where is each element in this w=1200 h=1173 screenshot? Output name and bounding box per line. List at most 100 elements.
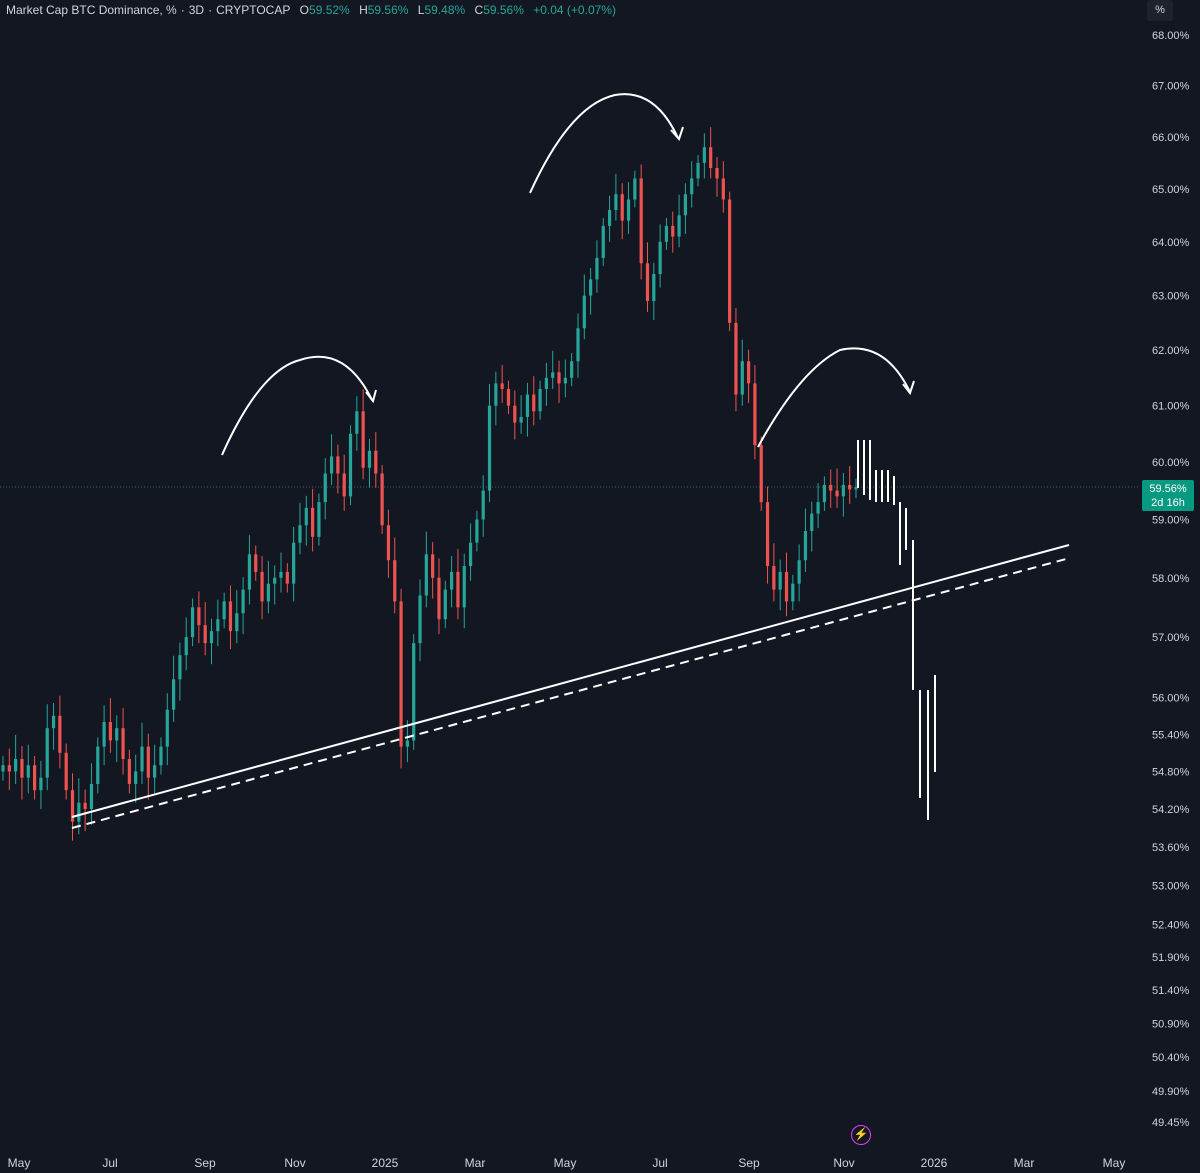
candle (525, 382, 530, 437)
candle (791, 574, 795, 611)
percent-scale-button[interactable]: % (1147, 0, 1173, 21)
candle (178, 642, 182, 701)
candle (494, 371, 498, 426)
candle (854, 478, 858, 499)
y-tick-label: 53.60% (1152, 842, 1190, 854)
candle (576, 313, 580, 378)
candle (273, 565, 277, 605)
arrow-right-shoulder[interactable] (757, 347, 911, 448)
y-tick-label: 64.00% (1152, 237, 1190, 249)
candle (614, 173, 618, 221)
candle (342, 454, 346, 511)
candle (607, 195, 612, 242)
candle (784, 552, 789, 617)
candle (645, 242, 650, 312)
y-tick-label: 52.40% (1152, 919, 1190, 931)
candle (829, 469, 833, 508)
candle (405, 720, 409, 763)
candle (468, 523, 473, 581)
candle (532, 376, 536, 426)
projected-bars[interactable] (857, 440, 936, 820)
candle (146, 733, 150, 800)
price-axis[interactable]: 68.00% 67.00% 66.00% 65.00% 64.00% 63.00% 62.0… (1152, 30, 1190, 1129)
candle (658, 224, 662, 288)
y-tick-label: 49.45% (1152, 1117, 1190, 1129)
candle (89, 763, 94, 825)
candle (450, 556, 454, 608)
candle (551, 350, 555, 389)
y-tick-label: 59.00% (1152, 514, 1190, 526)
y-tick-label: 51.90% (1152, 952, 1190, 964)
candle (696, 155, 700, 187)
candles-group (1, 127, 858, 841)
arrowhead-right-shoulder (902, 380, 915, 396)
x-tick-label: Sep (738, 1156, 760, 1170)
candle (500, 365, 504, 403)
interval-label[interactable]: 3D (188, 3, 205, 17)
candle (235, 590, 239, 644)
candle (172, 655, 176, 722)
candle (254, 545, 258, 581)
y-tick-label: 68.00% (1152, 30, 1190, 42)
y-tick-label: 53.00% (1152, 880, 1190, 892)
candle (209, 618, 214, 665)
candle (153, 744, 157, 794)
candle (96, 737, 100, 794)
candle (228, 585, 233, 650)
candle (746, 349, 751, 403)
candle (506, 380, 511, 415)
arrow-left-shoulder[interactable] (221, 355, 373, 456)
candle (323, 458, 327, 520)
time-axis[interactable]: May Jul Sep Nov 2025 Mar May Jul Sep Nov 2026 Mar Ma… (8, 1156, 1126, 1170)
candle (702, 133, 706, 179)
candle (683, 183, 687, 234)
change-value: +0.04 (+0.07%) (533, 3, 616, 17)
lightning-bolt-icon[interactable]: ⚡ (851, 1125, 871, 1145)
candle (20, 746, 24, 800)
candle (140, 722, 144, 784)
candle (418, 579, 422, 662)
candle (367, 438, 372, 488)
candle (822, 476, 827, 511)
current-price-value: 59.56% (1149, 483, 1187, 495)
candle (810, 501, 814, 552)
x-tick-label: Jul (652, 1156, 667, 1170)
candle (475, 510, 479, 552)
x-tick-label: Nov (284, 1156, 305, 1170)
candle (481, 475, 485, 537)
candle (317, 493, 321, 546)
x-tick-label: Sep (194, 1156, 216, 1170)
y-tick-label: 65.00% (1152, 184, 1190, 196)
y-tick-label: 57.00% (1152, 632, 1190, 644)
candle (108, 698, 113, 753)
candle (677, 194, 681, 248)
y-tick-label: 54.80% (1152, 766, 1190, 778)
candle (519, 395, 523, 434)
candle (456, 549, 460, 620)
candle (386, 509, 391, 578)
candle (266, 560, 270, 614)
candle (715, 157, 719, 197)
trendline-dashed[interactable] (71, 558, 1067, 829)
candle (115, 715, 119, 763)
candle (51, 703, 56, 750)
symbol-title[interactable]: Market Cap BTC Dominance, % (6, 3, 177, 17)
candle (633, 170, 637, 208)
trendline-solid[interactable] (71, 544, 1070, 818)
candle (260, 556, 264, 620)
candle (165, 693, 169, 766)
candle (431, 542, 435, 599)
candle (292, 526, 296, 602)
candle (721, 161, 725, 213)
candle (399, 588, 403, 769)
candle (39, 760, 43, 810)
candle (412, 634, 416, 750)
candle (348, 425, 353, 506)
candle (709, 127, 713, 179)
candle (304, 495, 308, 546)
candle (595, 240, 599, 293)
arrow-head[interactable] (529, 93, 679, 194)
candle (437, 558, 441, 635)
candle (14, 734, 18, 784)
